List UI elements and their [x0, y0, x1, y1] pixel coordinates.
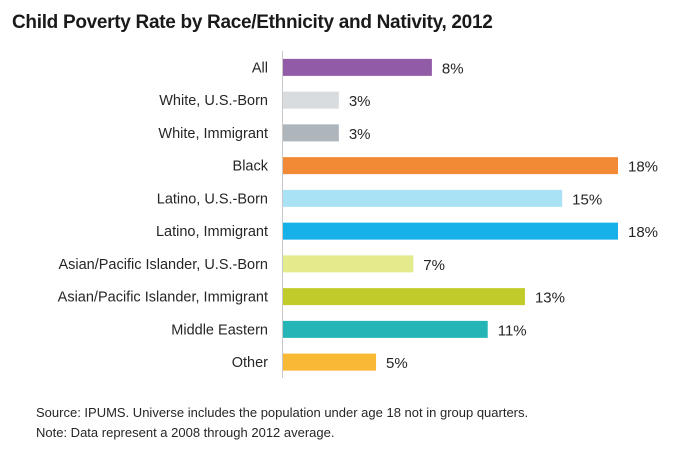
bar-5: [283, 222, 618, 240]
value-label: 3%: [349, 126, 371, 143]
chart-title: Child Poverty Rate by Race/Ethnicity and…: [12, 12, 493, 33]
bar-7: [283, 288, 525, 306]
category-label: Black: [233, 159, 269, 175]
bar-6: [283, 255, 414, 273]
category-label: Latino, Immigrant: [156, 224, 268, 240]
bar-9: [283, 353, 377, 371]
bar-chart: All 8% White, U.S.-Born 3% White, Immigrant 3…: [58, 51, 658, 378]
value-label: 11%: [498, 322, 527, 339]
value-label: 5%: [386, 355, 408, 372]
value-label: 18%: [628, 224, 658, 241]
category-label: Asian/Pacific Islander, U.S.-Born: [58, 257, 268, 273]
value-label: 7%: [423, 257, 445, 274]
source-note: Source: IPUMS. Universe includes the pop…: [36, 405, 529, 420]
category-label: Middle Eastern: [171, 322, 268, 338]
category-label: Other: [232, 355, 268, 371]
bar-1: [283, 91, 339, 109]
category-label: Asian/Pacific Islander, Immigrant: [58, 290, 268, 306]
data-note: Note: Data represent a 2008 through 2012…: [36, 425, 335, 440]
category-label: White, U.S.-Born: [159, 93, 268, 109]
bar-0: [283, 58, 432, 76]
bar-2: [283, 124, 339, 142]
bar-4: [283, 189, 563, 207]
value-label: 15%: [572, 191, 602, 208]
value-label: 8%: [442, 60, 464, 77]
value-label: 3%: [349, 93, 371, 110]
bar-8: [283, 320, 488, 338]
value-label: 13%: [535, 290, 565, 307]
bar-3: [283, 157, 618, 175]
value-label: 18%: [628, 159, 658, 176]
category-label: Latino, U.S.-Born: [157, 191, 268, 207]
category-label: All: [252, 60, 268, 76]
bars-group: All 8% White, U.S.-Born 3% White, Immigrant 3…: [58, 58, 658, 372]
category-label: White, Immigrant: [158, 126, 268, 142]
